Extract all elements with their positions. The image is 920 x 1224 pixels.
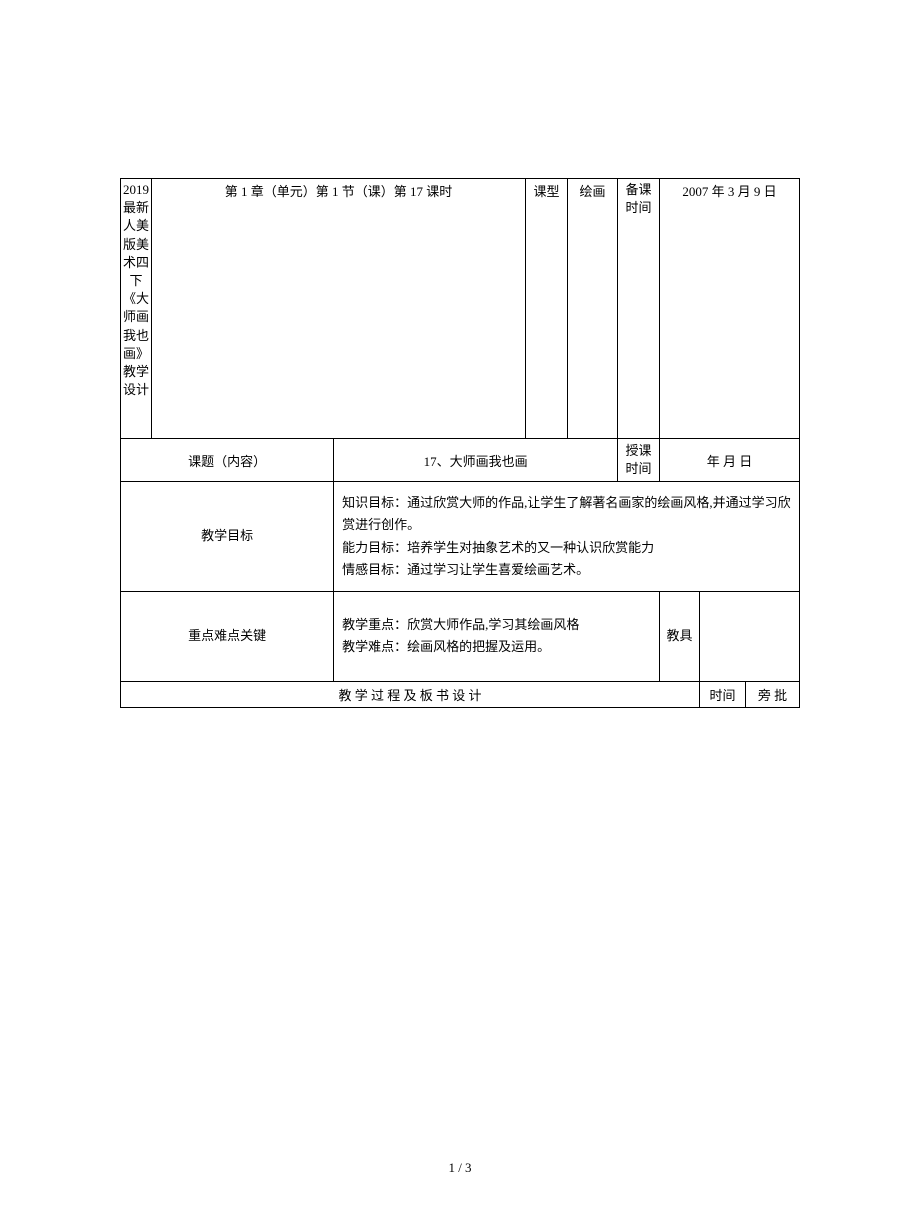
- process-label: 教 学 过 程 及 板 书 设 计: [338, 688, 481, 703]
- note-label-cell: 旁 批: [746, 681, 800, 707]
- note-label: 旁 批: [758, 688, 787, 703]
- title-vertical-text: 2019最新人美版美术四下《大师画我也画》教学设计: [123, 181, 149, 399]
- prep-time-label-cell: 备课时间: [618, 179, 660, 439]
- focus-line2: 教学难点：绘画风格的把握及运用。: [342, 636, 651, 658]
- table-row: 教 学 过 程 及 板 书 设 计 时间 旁 批: [121, 681, 800, 707]
- focus-label-cell: 重点难点关键: [121, 591, 334, 681]
- class-type-label: 课型: [533, 184, 559, 199]
- goal-line3: 情感目标：通过学习让学生喜爱绘画艺术。: [342, 559, 791, 581]
- focus-line1: 教学重点：欣赏大师作品,学习其绘画风格: [342, 614, 651, 636]
- goal-line1: 知识目标：通过欣赏大师的作品,让学生了解著名画家的绘画风格,并通过学习欣赏进行创…: [342, 492, 791, 536]
- chapter-text: 第 1 章（单元）第 1 节（课）第 17 课时: [225, 184, 453, 199]
- table-row: 教学目标 知识目标：通过欣赏大师的作品,让学生了解著名画家的绘画风格,并通过学习…: [121, 482, 800, 591]
- class-type-label-cell: 课型: [526, 179, 568, 439]
- teach-time-label-cell: 授课时间: [618, 439, 660, 482]
- goal-line2: 能力目标：培养学生对抽象艺术的又一种认识欣赏能力: [342, 537, 791, 559]
- prep-date: 2007 年 3 月 9 日: [682, 184, 776, 199]
- topic-value-cell: 17、大师画我也画: [334, 439, 618, 482]
- teach-time-label: 授课时间: [625, 443, 651, 476]
- time-label: 时间: [709, 688, 735, 703]
- tool-label: 教具: [662, 622, 697, 651]
- title-vertical-cell: 2019最新人美版美术四下《大师画我也画》教学设计: [121, 179, 152, 439]
- class-type-value: 绘画: [579, 184, 605, 199]
- page-number: 1 / 3: [0, 1160, 920, 1176]
- topic-value: 17、大师画我也画: [424, 454, 528, 469]
- page-number-text: 1 / 3: [448, 1160, 471, 1175]
- process-label-cell: 教 学 过 程 及 板 书 设 计: [121, 681, 700, 707]
- time-label-cell: 时间: [700, 681, 746, 707]
- table-row: 2019最新人美版美术四下《大师画我也画》教学设计 第 1 章（单元）第 1 节…: [121, 179, 800, 439]
- tool-value-cell: [700, 591, 800, 681]
- goal-content-cell: 知识目标：通过欣赏大师的作品,让学生了解著名画家的绘画风格,并通过学习欣赏进行创…: [334, 482, 800, 591]
- document-page: 2019最新人美版美术四下《大师画我也画》教学设计 第 1 章（单元）第 1 节…: [0, 0, 920, 708]
- teach-date-cell: 年 月 日: [660, 439, 800, 482]
- lesson-plan-table: 2019最新人美版美术四下《大师画我也画》教学设计 第 1 章（单元）第 1 节…: [120, 178, 800, 708]
- table-row: 重点难点关键 教学重点：欣赏大师作品,学习其绘画风格 教学难点：绘画风格的把握及…: [121, 591, 800, 681]
- table-row: 课题（内容） 17、大师画我也画 授课时间 年 月 日: [121, 439, 800, 482]
- tool-label-cell: 教具: [660, 591, 700, 681]
- topic-label: 课题（内容）: [188, 454, 266, 469]
- focus-content-cell: 教学重点：欣赏大师作品,学习其绘画风格 教学难点：绘画风格的把握及运用。: [334, 591, 660, 681]
- prep-date-cell: 2007 年 3 月 9 日: [660, 179, 800, 439]
- class-type-value-cell: 绘画: [568, 179, 618, 439]
- prep-time-label: 备课时间: [625, 182, 651, 215]
- chapter-cell: 第 1 章（单元）第 1 节（课）第 17 课时: [152, 179, 526, 439]
- goal-label-cell: 教学目标: [121, 482, 334, 591]
- goal-label: 教学目标: [201, 528, 253, 543]
- teach-date: 年 月 日: [707, 454, 753, 469]
- focus-label: 重点难点关键: [188, 628, 266, 643]
- topic-label-cell: 课题（内容）: [121, 439, 334, 482]
